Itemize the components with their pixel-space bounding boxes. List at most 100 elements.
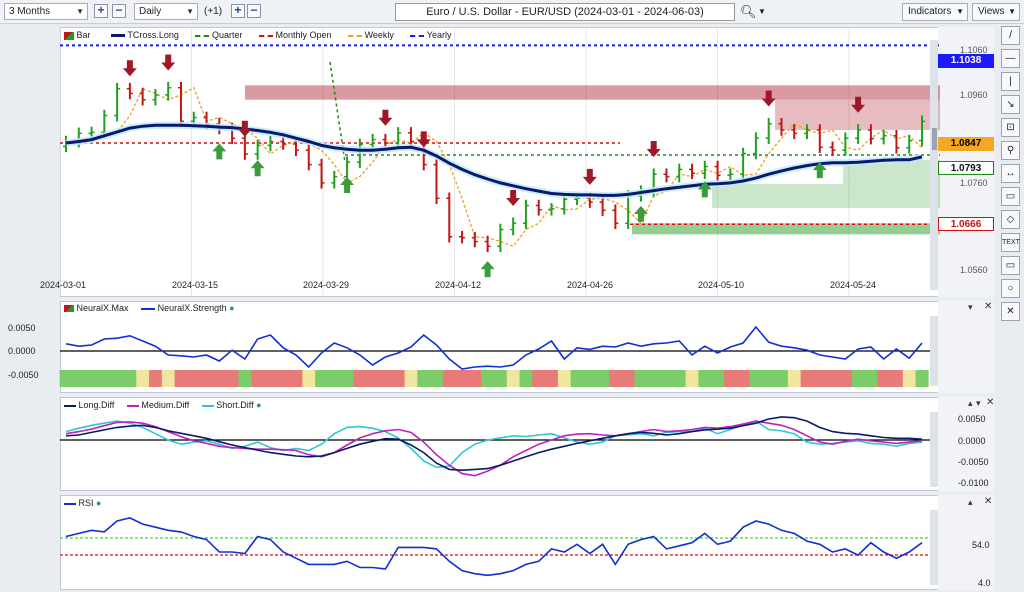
delete-drawing-icon[interactable]: ✕ bbox=[1001, 302, 1020, 321]
tcross-price-label: 1.0793 bbox=[938, 161, 994, 175]
close-icon[interactable]: ✕ bbox=[984, 496, 993, 507]
interval-value: Daily bbox=[139, 6, 162, 17]
shape-icon[interactable]: ◇ bbox=[1001, 210, 1020, 229]
yearly-price-label: 1.1038 bbox=[938, 54, 994, 68]
neuralx-state-block bbox=[877, 370, 891, 387]
rsi-tick: 54.0 bbox=[972, 540, 990, 550]
info-dot-icon[interactable]: ● bbox=[96, 498, 102, 508]
short-diff-line bbox=[65, 420, 923, 469]
text-tool-icon[interactable]: TEXT bbox=[1001, 233, 1020, 252]
period-select[interactable]: 3 Months ▼ bbox=[4, 3, 88, 20]
sell-arrow-icon bbox=[161, 54, 176, 71]
close-icon[interactable]: ✕ bbox=[984, 301, 993, 312]
weekly-line bbox=[66, 86, 923, 248]
neuralx-state-block bbox=[391, 370, 405, 387]
neuralx-state-block bbox=[327, 370, 341, 387]
circle-icon[interactable]: ○ bbox=[1001, 279, 1020, 298]
arrow-tool-icon[interactable]: ↘ bbox=[1001, 95, 1020, 114]
neuralx-state-block bbox=[85, 370, 99, 387]
neuralx-state-block bbox=[506, 370, 520, 387]
panel-collapse-icon[interactable]: ▴ bbox=[968, 398, 973, 408]
sell-arrow-icon bbox=[582, 168, 597, 185]
neuralx-max-swatch bbox=[64, 305, 74, 313]
info-dot-icon[interactable]: ● bbox=[256, 400, 262, 410]
zoom-out-button[interactable]: − bbox=[112, 4, 126, 18]
neuralx-state-block bbox=[379, 370, 393, 387]
neuralx-state-block bbox=[72, 370, 86, 387]
neuralx-state-block bbox=[621, 370, 635, 387]
panel-collapse-icon[interactable]: ▾ bbox=[968, 302, 973, 312]
neuralx-state-block bbox=[762, 370, 776, 387]
neuralx-state-block bbox=[736, 370, 750, 387]
neuralx-state-block bbox=[890, 370, 904, 387]
fibonacci-icon[interactable]: ⚲ bbox=[1001, 141, 1020, 160]
support-zone bbox=[712, 183, 940, 208]
neuralx-axis bbox=[938, 301, 994, 393]
scrollbar bbox=[930, 412, 938, 487]
neuralx-state-block bbox=[494, 370, 508, 387]
sell-arrow-icon bbox=[378, 109, 393, 126]
price-tick: 1.1060 bbox=[960, 45, 988, 55]
scrollbar bbox=[930, 510, 938, 585]
horizontal-line-icon[interactable]: — bbox=[1001, 49, 1020, 68]
legend-medium-diff: Medium.Diff bbox=[141, 400, 190, 410]
chevron-down-icon: ▼ bbox=[76, 7, 84, 16]
neuralx-state-block bbox=[161, 370, 175, 387]
neuralx-state-block bbox=[838, 370, 853, 387]
scrollbar bbox=[930, 316, 938, 386]
neuralx-state-block bbox=[608, 370, 623, 387]
offset-plus-button[interactable]: + bbox=[231, 4, 245, 18]
indicators-label: Indicators bbox=[908, 6, 952, 17]
neuralx-state-block bbox=[596, 370, 610, 387]
symbol-title[interactable]: Euro / U.S. Dollar - EUR/USD (2024-03-01… bbox=[395, 3, 735, 21]
price-legend: Bar TCross.Long Quarter Monthly Open Wee… bbox=[64, 30, 451, 40]
search-icon[interactable]: 🔍︎ bbox=[740, 4, 757, 19]
period-value: 3 Months bbox=[9, 6, 51, 17]
neuralx-state-block bbox=[238, 370, 252, 387]
legend-rsi: RSI bbox=[78, 498, 94, 508]
panel-collapse-icon[interactable]: ▾ bbox=[976, 398, 981, 408]
neuralx-state-block bbox=[149, 370, 163, 387]
neuralx-state-block bbox=[136, 370, 150, 387]
weekly-price-label: 1.0847 bbox=[938, 137, 994, 151]
line-tool-icon[interactable]: / bbox=[1001, 26, 1020, 45]
neuralx-state-block bbox=[353, 370, 367, 387]
rsi-swatch bbox=[64, 502, 76, 505]
sell-arrow-icon bbox=[851, 96, 866, 113]
neuralx-state-block bbox=[672, 370, 686, 387]
support-zone bbox=[632, 223, 940, 235]
views-button[interactable]: Views ▼ bbox=[972, 3, 1020, 21]
buy-arrow-icon bbox=[250, 160, 265, 177]
legend-long-diff: Long.Diff bbox=[78, 400, 115, 410]
rectangle-icon[interactable]: ▭ bbox=[1001, 187, 1020, 206]
neuralx-state-block bbox=[340, 370, 354, 387]
buy-arrow-icon bbox=[212, 143, 227, 160]
zoom-in-button[interactable]: + bbox=[94, 4, 108, 18]
sell-arrow-icon bbox=[237, 120, 252, 137]
neuralx-state-block bbox=[698, 370, 712, 387]
date-tick: 2024-03-29 bbox=[303, 280, 350, 290]
measure-icon[interactable]: ↔ bbox=[1001, 164, 1020, 183]
resistance-zone bbox=[245, 85, 940, 100]
vertical-line-icon[interactable]: | bbox=[1001, 72, 1020, 91]
rsi-panel[interactable] bbox=[60, 495, 994, 590]
offset-minus-button[interactable]: − bbox=[247, 4, 261, 18]
panel-collapse-icon[interactable]: ▴ bbox=[968, 497, 973, 507]
chevron-down-icon[interactable]: ▼ bbox=[758, 7, 766, 16]
indicators-button[interactable]: Indicators ▼ bbox=[902, 3, 968, 21]
chevron-down-icon: ▼ bbox=[186, 7, 194, 16]
neuralx-tick: -0.0050 bbox=[8, 370, 39, 380]
box-icon[interactable]: ▭ bbox=[1001, 256, 1020, 275]
interval-select[interactable]: Daily ▼ bbox=[134, 3, 198, 20]
buy-arrow-icon bbox=[633, 205, 648, 222]
close-icon[interactable]: ✕ bbox=[986, 397, 995, 408]
rectangle-select-icon[interactable]: ⊡ bbox=[1001, 118, 1020, 137]
neuralx-state-block bbox=[749, 370, 763, 387]
scrollbar bbox=[930, 40, 938, 290]
chevron-down-icon: ▼ bbox=[1008, 7, 1016, 16]
neuralx-state-block bbox=[264, 370, 278, 387]
neuralx-state-block bbox=[212, 370, 227, 387]
rsi-axis bbox=[938, 495, 994, 590]
info-dot-icon[interactable]: ● bbox=[229, 303, 235, 313]
neuralx-state-block bbox=[110, 370, 124, 387]
